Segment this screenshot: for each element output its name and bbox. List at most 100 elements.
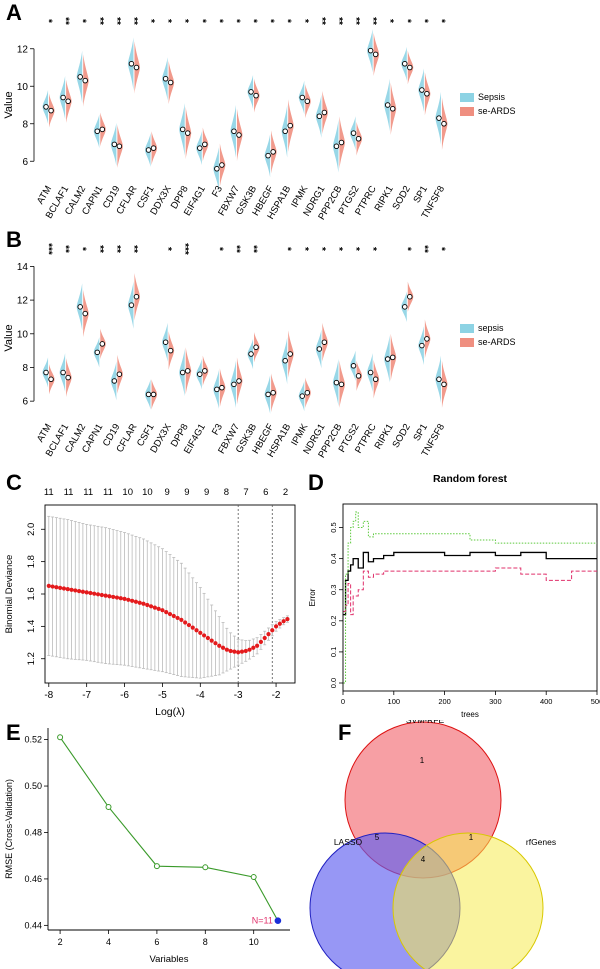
legend-b: sepsis se-ARDS <box>460 323 516 351</box>
deviance-point-c-40 <box>198 630 203 635</box>
x-axis-title-e: Variables <box>150 954 189 965</box>
x-tick-label-e-2: 6 <box>154 937 159 947</box>
median-point-a-CALM2-1 <box>82 77 88 84</box>
median-point-a-ATM-0 <box>43 104 49 110</box>
deviance-point-c-38 <box>190 625 195 630</box>
deviance-point-c-47 <box>224 647 229 652</box>
significance-marker-b-SP1: ** <box>418 245 429 253</box>
significance-marker-a-SOD2: * <box>401 19 412 23</box>
median-point-b-SOD2-0 <box>402 304 408 310</box>
significance-marker-a-TNFSF8: * <box>435 19 446 23</box>
significance-marker-b-CAPN1: ** <box>94 245 105 253</box>
y-tick-label-d-0: 0.0 <box>329 678 338 688</box>
deviance-point-c-53 <box>247 647 252 652</box>
significance-marker-b-PTGS2: * <box>350 247 361 251</box>
median-point-a-FBXW7-1 <box>236 132 242 138</box>
x-tick-label-d-0: 0 <box>341 697 345 706</box>
significance-marker-a-BCLAF1: ** <box>60 17 71 25</box>
deviance-point-c-21 <box>126 597 131 602</box>
legend-swatch-a-1 <box>460 92 474 102</box>
deviance-point-c-4 <box>61 586 67 591</box>
rmse-point-e-4 <box>250 874 257 881</box>
y-tick-label-b-3: 12 <box>17 296 29 307</box>
median-point-a-RIPK1-1 <box>389 105 396 112</box>
median-point-b-RIPK1-0 <box>384 356 391 362</box>
legend-label-b-2: se-ARDS <box>478 337 516 347</box>
y-tick-label-b-4: 14 <box>17 262 29 273</box>
median-point-a-PPP2CB-1 <box>338 139 345 146</box>
significance-marker-b-F3: * <box>213 247 224 251</box>
deviance-point-c-54 <box>251 645 256 650</box>
x-tick-label-c-5: -3 <box>234 690 243 701</box>
median-point-b-GSK3B-0 <box>248 351 254 357</box>
median-point-a-NDRG1-0 <box>316 113 323 119</box>
median-point-a-GSK3B-1 <box>253 92 259 99</box>
deviance-point-c-50 <box>236 650 241 655</box>
significance-marker-a-CALM2: * <box>77 19 88 23</box>
y-tick-label-d-2: 0.2 <box>329 616 338 626</box>
median-point-a-DDX3X-1 <box>167 79 174 86</box>
x-tick-label-e-3: 8 <box>203 937 208 947</box>
panel-label-a: A <box>6 0 22 25</box>
random-forest-error-chart: Random forest 0 100 200 300 400 500 0.0 0.1 0.2 0.… <box>308 473 600 719</box>
median-point-b-CD19-0 <box>111 378 118 384</box>
significance-marker-a-EIF4G1: * <box>196 19 207 23</box>
significance-marker-b-CD19: ** <box>111 245 122 253</box>
panel-label-f: F <box>338 720 352 745</box>
y-tick-label-e-2: 0.48 <box>24 827 42 837</box>
y-tick-label-b-1: 8 <box>22 363 28 374</box>
median-point-a-CAPN1-0 <box>94 128 101 134</box>
x-tick-label-c-3: -5 <box>158 690 167 701</box>
median-point-b-SOD2-1 <box>407 293 413 300</box>
venn-set-label-lasso: LASSO <box>334 837 363 847</box>
violin-chart-a: 681012ValueATM*BCLAF1**CALM2*CAPN1**CD19… <box>3 17 448 222</box>
venn-diagram: SVM-RFE LASSO rfGenes 1 5 1 4 <box>309 720 556 969</box>
deviance-point-c-7 <box>73 588 78 593</box>
deviance-point-c-10 <box>84 590 89 595</box>
median-point-b-DPP8-0 <box>179 369 186 376</box>
deviance-point-c-46 <box>220 645 226 650</box>
legend-a: Sepsis se-ARDS <box>460 92 516 120</box>
y-tick-label-e-0: 0.44 <box>24 920 42 930</box>
y-tick-label-c-1: 1.4 <box>26 620 37 633</box>
significance-marker-a-PPP2CB: ** <box>333 17 344 25</box>
deviance-point-c-24 <box>137 600 142 605</box>
median-point-a-CFLAR-0 <box>128 61 135 67</box>
x-tick-label-d-4: 400 <box>540 697 553 706</box>
rmse-point-e-0 <box>57 734 64 741</box>
median-point-a-TNFSF8-0 <box>436 115 442 121</box>
median-point-b-HBEGF-0 <box>265 391 271 398</box>
median-point-b-RIPK1-1 <box>389 354 396 361</box>
significance-marker-b-ATM: *** <box>43 243 54 255</box>
significance-marker-a-NDRG1: ** <box>316 17 327 25</box>
top-axis-label-c-2: 11 <box>83 487 93 498</box>
median-point-b-FBXW7-0 <box>231 381 237 388</box>
deviance-point-c-19 <box>118 596 123 601</box>
median-point-a-EIF4G1-0 <box>197 145 203 151</box>
median-point-a-CSF1-0 <box>145 147 152 153</box>
top-axis-label-c-5: 10 <box>142 487 153 498</box>
deviance-point-c-39 <box>194 628 199 633</box>
violin-chart-b: 68101214ValueATM***BCLAF1**CALM2*CAPN1**… <box>3 243 448 460</box>
deviance-point-c-16 <box>107 594 112 599</box>
deviance-point-c-60 <box>273 624 279 629</box>
top-axis-label-c-11: 6 <box>263 487 268 498</box>
deviance-point-c-20 <box>122 596 127 601</box>
deviance-point-c-27 <box>148 604 154 609</box>
median-point-a-IPMK-1 <box>304 98 311 104</box>
x-tick-label-d-1: 100 <box>388 697 401 706</box>
deviance-point-c-18 <box>114 595 120 600</box>
rmse-line-e <box>59 736 279 921</box>
median-point-a-PTGS2-1 <box>355 135 362 142</box>
deviance-point-c-49 <box>232 649 237 654</box>
median-point-b-TNFSF8-0 <box>436 376 442 383</box>
y-tick-label-c-4: 2.0 <box>26 523 37 536</box>
median-point-a-SOD2-1 <box>407 64 413 71</box>
y-tick-label-e-1: 0.46 <box>24 874 42 884</box>
deviance-point-c-29 <box>156 606 161 611</box>
x-axis-title-c: Log(λ) <box>155 706 185 718</box>
legend-label-b-1: sepsis <box>478 323 504 333</box>
legend-label-a-2: se-ARDS <box>478 106 516 116</box>
significance-marker-b-HSPA1B: * <box>282 247 293 251</box>
median-point-a-PPP2CB-0 <box>333 143 340 149</box>
